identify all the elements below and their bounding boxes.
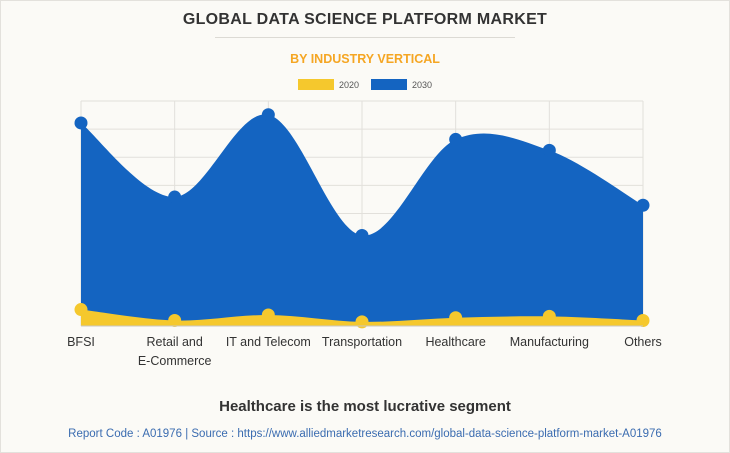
legend-item-2030: 2030 (371, 79, 432, 90)
x-tick-label: IT and Telecom (226, 335, 311, 349)
chart-caption: Healthcare is the most lucrative segment (219, 398, 511, 415)
x-tick-label: Retail and (147, 335, 203, 349)
point-2030-0 (74, 116, 88, 130)
title-divider (215, 37, 515, 38)
point-2030-5 (542, 143, 556, 157)
point-2030-6 (636, 198, 650, 212)
point-2020-6 (636, 314, 650, 328)
legend-label-2020: 2020 (338, 79, 359, 90)
chart-title: GLOBAL DATA SCIENCE PLATFORM MARKET (182, 11, 548, 28)
x-tick-label: Others (624, 335, 662, 349)
legend-label-2030: 2030 (412, 79, 433, 90)
source-link[interactable]: Source : https://www.alliedmarketresearc… (191, 428, 662, 440)
report-code: Report Code : A01976 (68, 428, 182, 440)
point-2020-2 (261, 308, 275, 322)
x-tick-label: E-Commerce (138, 354, 212, 368)
legend-swatch-2030 (371, 79, 407, 90)
area-series-2020 (81, 309, 643, 326)
point-2030-4 (449, 132, 463, 146)
x-tick-label: Transportation (322, 335, 402, 349)
legend-item-2020: 2020 (297, 79, 359, 90)
legend-swatch-2020 (297, 79, 334, 90)
point-2020-4 (449, 311, 463, 325)
chart-subtitle: BY INDUSTRY VERTICAL (290, 52, 440, 66)
footer-separator: | (185, 428, 189, 440)
area-series-2030 (81, 114, 643, 326)
point-2020-1 (168, 314, 182, 328)
x-tick-label: BFSI (67, 335, 95, 349)
point-2020-5 (542, 309, 556, 323)
x-tick-label: Manufacturing (510, 335, 589, 349)
footer: Report Code : A01976 | Source : https://… (0, 428, 730, 440)
chart-legend: 2020 2030 (0, 79, 730, 90)
point-2020-3 (355, 315, 369, 329)
point-2030-1 (168, 190, 182, 204)
x-tick-label: Healthcare (425, 335, 485, 349)
point-2020-0 (74, 303, 88, 317)
point-2030-3 (355, 228, 369, 242)
point-2030-2 (261, 108, 275, 122)
